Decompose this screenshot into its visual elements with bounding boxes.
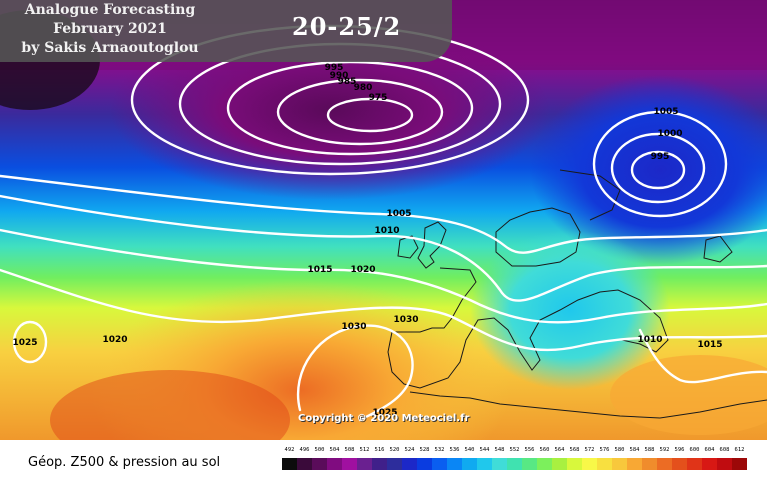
isobar-label-990: 990	[330, 71, 349, 81]
scale-cell	[402, 458, 417, 470]
isobar-label-995-east: 995	[651, 152, 670, 162]
scale-label: 588	[644, 447, 655, 453]
isobar-label-1020-west: 1020	[102, 335, 127, 345]
copyright-text: Copyright © 2020 Meteociel.fr	[298, 413, 470, 424]
scale-cell	[312, 458, 327, 470]
scale-cell	[612, 458, 627, 470]
isobar-label-980: 980	[354, 83, 373, 93]
scale-label: 496	[299, 447, 310, 453]
scale-label: 544	[479, 447, 490, 453]
title-line-3: by Sakis Arnaoutoglou	[21, 40, 199, 56]
scale-cell	[342, 458, 357, 470]
isobar-label-1030-iberia: 1030	[393, 315, 418, 325]
scale-cell	[537, 458, 552, 470]
isobar-label-1000-east: 1000	[657, 129, 682, 139]
legend-title: Géop. Z500 & pression au sol	[28, 455, 221, 470]
scale-cell	[687, 458, 702, 470]
scale-label: 596	[674, 447, 685, 453]
scale-cell	[732, 458, 747, 470]
scale-cell	[327, 458, 342, 470]
scale-label: 572	[584, 447, 595, 453]
scale-cells	[282, 458, 752, 470]
scale-cell	[522, 458, 537, 470]
forecast-map: 995 990 985 980 975 1005 1000 995 1005 1…	[0, 0, 767, 440]
isobar-label-1030: 1030	[341, 322, 366, 332]
scale-label: 612	[734, 447, 745, 453]
scale-label: 516	[374, 447, 385, 453]
scale-cell	[627, 458, 642, 470]
scale-label: 504	[329, 447, 340, 453]
scale-label: 520	[389, 447, 400, 453]
scale-label: 576	[599, 447, 610, 453]
scale-label: 512	[359, 447, 370, 453]
scale-cell	[387, 458, 402, 470]
isobar-label-1010: 1010	[374, 226, 399, 236]
scale-label: 540	[464, 447, 475, 453]
isobar-label-985: 985	[338, 77, 357, 87]
scale-cell	[462, 458, 477, 470]
legend-footer: Géop. Z500 & pression au sol 492 496 500 50…	[0, 440, 767, 482]
scale-label: 556	[524, 447, 535, 453]
scale-label: 524	[404, 447, 415, 453]
scale-label: 532	[434, 447, 445, 453]
scale-cell	[582, 458, 597, 470]
scale-cell	[432, 458, 447, 470]
scale-label: 552	[509, 447, 520, 453]
isobar-label-1020: 1020	[350, 265, 375, 275]
scale-cell	[282, 458, 297, 470]
title-box: Analogue Forecasting February 2021 by Sa…	[0, 0, 452, 62]
scale-cell	[657, 458, 672, 470]
forecast-period: 20-25/2	[292, 12, 402, 41]
scale-cell	[507, 458, 522, 470]
isobar-label-1025-south: 1025	[372, 408, 397, 418]
scale-label: 604	[704, 447, 715, 453]
scale-label: 560	[539, 447, 550, 453]
scale-cell	[672, 458, 687, 470]
isobar-label-1005: 1005	[386, 209, 411, 219]
scale-cell	[702, 458, 717, 470]
isobar-label-1015: 1015	[307, 265, 332, 275]
scale-label: 536	[449, 447, 460, 453]
scale-cell	[717, 458, 732, 470]
scale-label: 564	[554, 447, 565, 453]
scale-label: 608	[719, 447, 730, 453]
scale-label: 592	[659, 447, 670, 453]
scale-label: 528	[419, 447, 430, 453]
scale-label: 580	[614, 447, 625, 453]
scale-cell	[372, 458, 387, 470]
scale-cell	[567, 458, 582, 470]
scale-label: 600	[689, 447, 700, 453]
scale-cell	[642, 458, 657, 470]
isobar-label-1025-west: 1025	[12, 338, 37, 348]
scale-cell	[597, 458, 612, 470]
isobar-label-1010-greece: 1010	[637, 335, 662, 345]
scale-cell	[357, 458, 372, 470]
scale-label: 500	[314, 447, 325, 453]
scale-label: 548	[494, 447, 505, 453]
scale-cell	[552, 458, 567, 470]
title-line-2: February 2021	[53, 21, 167, 37]
color-scale: 492 496 500 504 508 512 516 520 524 528 532 536 540 5…	[282, 447, 752, 470]
scale-cell	[492, 458, 507, 470]
map-title: Analogue Forecasting February 2021 by Sa…	[0, 0, 220, 58]
scale-label: 568	[569, 447, 580, 453]
scale-label: 584	[629, 447, 640, 453]
isobar-label-975: 975	[369, 93, 388, 103]
scale-cell	[447, 458, 462, 470]
isobar-label-1015-east: 1015	[697, 340, 722, 350]
scale-cell	[477, 458, 492, 470]
map-canvas: 995 990 985 980 975 1005 1000 995 1005 1…	[0, 0, 767, 440]
scale-cell	[297, 458, 312, 470]
title-line-1: Analogue Forecasting	[24, 2, 196, 18]
scale-labels: 492 496 500 504 508 512 516 520 524 528 532 536 540 5…	[282, 447, 752, 456]
isobar-label-1005-east: 1005	[653, 107, 678, 117]
scale-cell	[417, 458, 432, 470]
scale-label: 508	[344, 447, 355, 453]
scale-label: 492	[284, 447, 295, 453]
isobar-label-995: 995	[325, 63, 344, 73]
